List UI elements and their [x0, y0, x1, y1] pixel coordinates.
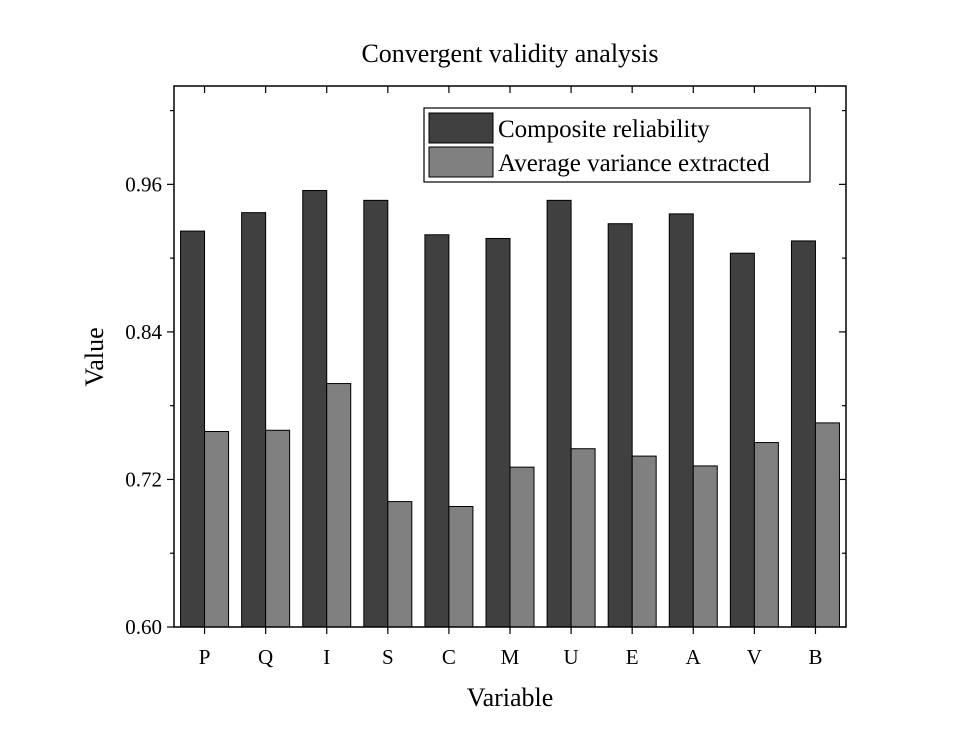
bar-composite-reliability-u: [546, 199, 572, 628]
bar-average-variance-extracted-q: [265, 429, 291, 628]
bar-average-variance-extracted-b: [814, 422, 840, 628]
bar-composite-reliability-q: [241, 212, 267, 628]
x-tick-label-a: A: [686, 645, 702, 669]
legend-label-average-variance-extracted: Average variance extracted: [498, 150, 770, 177]
bar-composite-reliability-a: [668, 213, 694, 628]
bar-composite-reliability-c: [424, 234, 450, 628]
x-tick-label-e: E: [626, 645, 639, 669]
bar-average-variance-extracted-v: [753, 442, 779, 628]
bar-average-variance-extracted-m: [509, 466, 535, 628]
y-axis-label: Value: [80, 327, 109, 386]
bar-composite-reliability-m: [485, 237, 511, 628]
x-tick-label-u: U: [564, 645, 579, 669]
bar-average-variance-extracted-e: [631, 455, 657, 628]
bar-average-variance-extracted-u: [570, 448, 596, 628]
x-tick-label-v: V: [747, 645, 762, 669]
axes-group: P Q I S C M U E A V B 0.60 0.72 0.84 0.96: [125, 85, 847, 669]
bar-composite-reliability-i: [302, 190, 328, 628]
bar-composite-reliability-v: [729, 252, 755, 628]
bar-average-variance-extracted-s: [387, 501, 413, 628]
legend-swatch-average-variance-extracted: [428, 146, 494, 178]
x-tick-label-s: S: [382, 645, 394, 669]
legend-swatch-composite-reliability: [428, 112, 494, 144]
x-tick-label-m: M: [501, 645, 520, 669]
bar-composite-reliability-e: [607, 223, 633, 628]
plot-frame: [173, 85, 847, 628]
bar-composite-reliability-p: [180, 230, 206, 628]
legend-label-composite-reliability: Composite reliability: [498, 116, 710, 143]
bar-average-variance-extracted-a: [692, 465, 718, 628]
bars-group: [180, 190, 840, 628]
legend: Composite reliability Average variance ex…: [423, 107, 811, 183]
bar-average-variance-extracted-p: [204, 431, 230, 628]
y-tick-label: 0.96: [125, 172, 162, 196]
bar-composite-reliability-b: [790, 240, 816, 628]
chart-title: Convergent validity analysis: [361, 39, 658, 68]
bar-average-variance-extracted-c: [448, 506, 474, 628]
bar-average-variance-extracted-i: [326, 383, 352, 628]
y-tick-label: 0.60: [125, 615, 162, 639]
x-axis-label: Variable: [467, 683, 554, 712]
x-tick-label-p: P: [199, 645, 211, 669]
y-tick-label: 0.84: [125, 320, 162, 344]
bar-composite-reliability-s: [363, 199, 389, 628]
x-tick-label-b: B: [808, 645, 822, 669]
x-tick-label-q: Q: [258, 645, 273, 669]
x-tick-label-i: I: [323, 645, 330, 669]
x-tick-label-c: C: [442, 645, 456, 669]
y-tick-label: 0.72: [125, 467, 162, 491]
